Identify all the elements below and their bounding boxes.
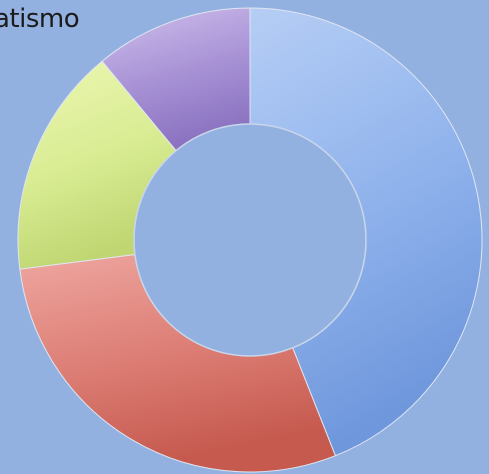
chart-title: atismo <box>0 4 80 34</box>
donut-hole <box>133 123 367 357</box>
